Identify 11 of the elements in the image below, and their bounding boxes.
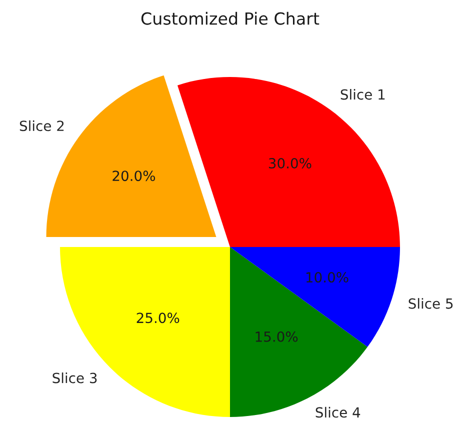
slice-label: Slice 5 <box>408 298 453 309</box>
slice-label: Slice 2 <box>20 120 64 132</box>
data-label: 15.0% <box>256 331 298 342</box>
data-label: 30.0% <box>268 158 312 169</box>
data-label: 20.0% <box>112 170 156 182</box>
data-label: 10.0% <box>306 272 348 283</box>
slice-label: Slice 3 <box>52 372 97 384</box>
data-label: 25.0% <box>136 312 180 324</box>
slice-label: Slice 4 <box>316 406 360 418</box>
slice-label: Slice 1 <box>340 88 385 100</box>
chart-title: Customized Pie Chart <box>141 12 320 25</box>
